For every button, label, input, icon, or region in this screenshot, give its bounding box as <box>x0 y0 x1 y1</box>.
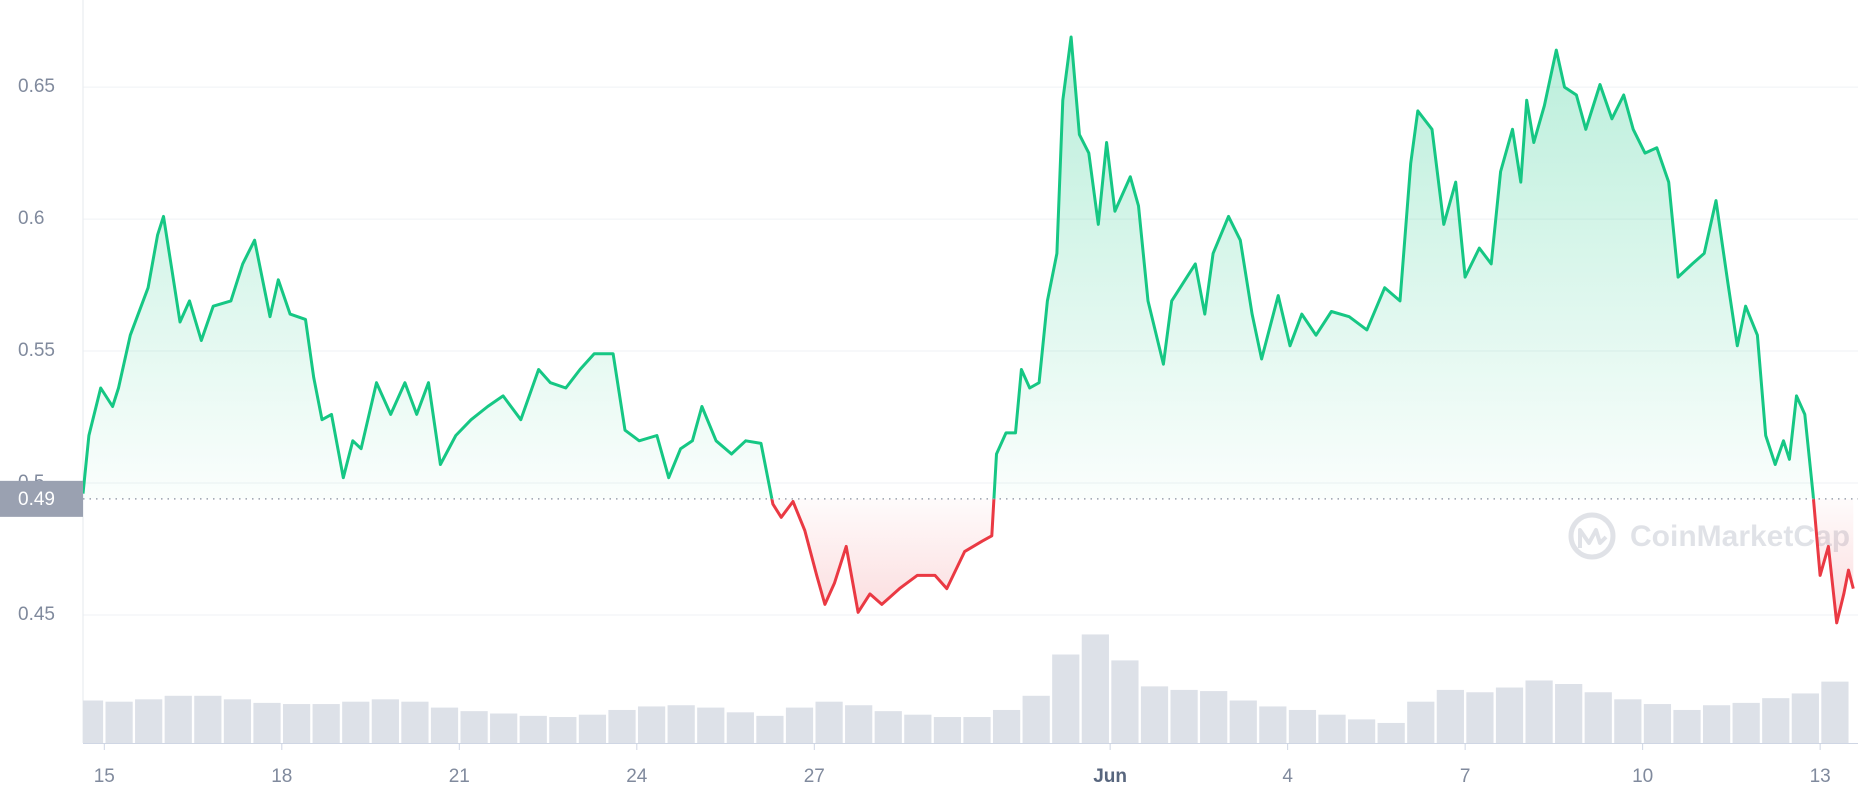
volume-bar <box>83 700 104 743</box>
volume-bar <box>371 699 399 743</box>
x-tick-label: Jun <box>1093 766 1127 787</box>
volume-bar <box>1347 719 1376 743</box>
volume-bar <box>282 704 311 743</box>
volume-bars <box>83 634 1849 743</box>
volume-bar <box>460 711 488 743</box>
volume-bar <box>1466 692 1494 743</box>
volume-bar <box>430 707 459 743</box>
y-tick-label: 0.45 <box>18 604 55 625</box>
x-tick-label: 7 <box>1460 766 1471 787</box>
reference-marker <box>0 480 83 517</box>
x-tick-label: 10 <box>1632 766 1653 787</box>
volume-bar <box>1732 702 1760 743</box>
volume-bar <box>1821 681 1849 743</box>
volume-bar <box>1318 714 1346 743</box>
volume-bar <box>1022 695 1050 743</box>
volume-bar <box>815 701 843 743</box>
volume-bar <box>135 699 163 743</box>
volume-bar <box>1288 709 1317 743</box>
volume-bar <box>904 714 932 743</box>
volume-bar <box>1111 660 1139 743</box>
volume-bar <box>1643 704 1672 743</box>
volume-bar <box>1702 705 1731 743</box>
volume-bar <box>1673 709 1701 743</box>
x-tick-label: 27 <box>804 766 825 787</box>
watermark-text: CoinMarketCap <box>1630 520 1850 553</box>
volume-bar <box>785 707 814 743</box>
volume-bar <box>1140 686 1169 743</box>
volume-bar <box>667 705 695 743</box>
volume-bar <box>933 717 962 743</box>
volume-bar <box>845 705 873 743</box>
volume-bar <box>194 695 222 743</box>
watermark-logo <box>1568 512 1616 560</box>
volume-bar <box>1407 701 1435 743</box>
y-tick-label: 0.55 <box>18 340 55 361</box>
volume-bar <box>253 702 281 743</box>
volume-bar <box>1614 699 1642 743</box>
volume-bar <box>1229 700 1257 743</box>
x-tick-label: 15 <box>94 766 115 787</box>
volume-bar <box>1525 680 1553 743</box>
watermark: CoinMarketCap <box>1568 512 1850 560</box>
volume-bar <box>637 706 666 743</box>
volume-bar <box>1762 698 1790 743</box>
volume-bar <box>1584 692 1612 743</box>
volume-bar <box>578 714 607 743</box>
x-tick-label: 24 <box>626 766 648 787</box>
volume-bar <box>697 707 725 743</box>
x-tick-label: 21 <box>449 766 470 787</box>
price <box>81 35 1858 625</box>
volume-bar <box>1555 684 1583 743</box>
volume-bar <box>992 709 1021 743</box>
volume-bar <box>1495 687 1524 743</box>
volume-bar <box>490 713 518 743</box>
volume-bar <box>549 717 577 743</box>
volume-bar <box>223 699 252 743</box>
volume-bar <box>164 695 192 743</box>
volume-bar <box>1081 634 1109 743</box>
volume-bar <box>342 701 370 743</box>
axes: 0.450.50.550.60.651518212427Jun4710130.4… <box>0 76 1858 787</box>
volume-bar <box>726 712 754 743</box>
volume-bar <box>1170 689 1198 743</box>
volume-bar <box>1377 722 1405 743</box>
volume-bar <box>105 701 133 743</box>
price-line <box>81 35 1855 625</box>
volume-bar <box>1791 693 1819 743</box>
x-tick-label: 13 <box>1810 766 1831 787</box>
volume-bar <box>1200 691 1228 743</box>
x-tick-label: 18 <box>271 766 292 787</box>
volume-bar <box>963 717 991 743</box>
price-area-fill <box>83 37 1854 623</box>
volume-bar <box>401 701 429 743</box>
y-tick-label: 0.6 <box>18 208 44 229</box>
volume-bar <box>519 715 547 743</box>
volume-bar <box>1052 654 1080 743</box>
volume-bar <box>1259 706 1287 743</box>
volume-bar <box>1436 689 1464 743</box>
y-tick-label: 0.65 <box>18 76 55 97</box>
volume-bar <box>608 709 636 743</box>
volume-bar <box>874 711 902 743</box>
x-tick-label: 4 <box>1282 766 1293 787</box>
reference-label: 0.49 <box>18 489 55 510</box>
volume-bar <box>312 704 340 743</box>
volume-bar <box>756 715 784 743</box>
watermark-logo-mark <box>1578 528 1608 548</box>
